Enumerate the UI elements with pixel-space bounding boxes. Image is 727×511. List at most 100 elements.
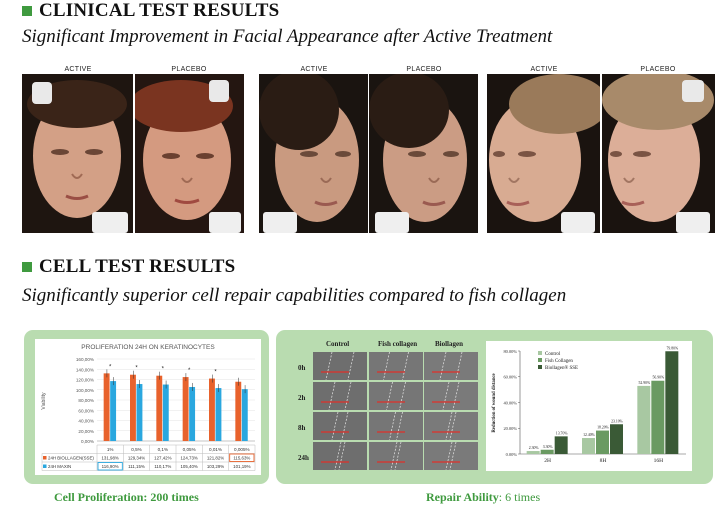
repair-caption: Repair Ability: 6 times [426, 490, 541, 504]
wound-edge [445, 412, 453, 440]
green-square-icon [22, 262, 32, 272]
grid-row-header: 2h [298, 394, 306, 402]
data-label: 23.10% [611, 419, 624, 423]
cell-background [313, 382, 367, 410]
clinical-subtitle: Significant Improvement in Facial Appear… [22, 26, 553, 47]
bar [103, 373, 110, 441]
wound-edge [402, 352, 409, 380]
data-label: 13.70% [556, 431, 569, 435]
data-label: 124,73% [180, 456, 197, 461]
y-axis-label: Viability [41, 392, 47, 410]
photo-label: PLACEBO [406, 66, 442, 73]
significance-marker: * [135, 366, 138, 372]
y-tick-label: 100,00% [76, 388, 94, 393]
data-label: 105,40% [180, 464, 197, 469]
grid-column-header: Control [326, 340, 350, 348]
wound-edge [344, 382, 352, 410]
cell-subtitle: Significantly superior cell repair capab… [22, 285, 567, 306]
cell-background [424, 352, 478, 380]
grid-column-header: Fish collagen [378, 340, 418, 348]
bar [526, 451, 540, 454]
legend-swatch [43, 456, 47, 460]
photo-label: ACTIVE [530, 66, 558, 73]
bar [136, 384, 143, 441]
data-label: 3.30% [543, 445, 554, 449]
y-tick-label: 140,00% [76, 367, 94, 372]
wound-edge [455, 352, 463, 380]
legend-label: Control [545, 352, 561, 357]
data-label: 121,82% [207, 456, 224, 461]
wound-edge [445, 442, 453, 470]
face-photo-placebo-1 [135, 74, 244, 233]
legend-swatch [538, 365, 542, 369]
wound-edge [386, 382, 393, 410]
data-label: 116,90% [102, 464, 119, 469]
cell-background [369, 412, 423, 440]
significance-marker: * [188, 368, 191, 374]
wound-edge [442, 382, 450, 410]
bar [540, 449, 554, 454]
proliferation-caption: Cell Proliferation: 200 times [54, 490, 199, 504]
wound-image [313, 382, 367, 410]
data-label: 110,17% [154, 464, 171, 469]
wound-image [313, 352, 367, 380]
bar [215, 388, 222, 441]
wound-edge [452, 382, 460, 410]
wound-edge [394, 442, 402, 470]
data-label: 111,15% [128, 464, 145, 469]
wound-image [369, 442, 423, 470]
face-photo-active-1 [22, 74, 133, 233]
y-tick-label: 0,00% [81, 439, 94, 444]
clinical-heading: CLINICAL TEST RESULTS [22, 0, 279, 22]
chart-title: PROLIFERATION 24H ON KERATINOCYTES [81, 344, 215, 351]
bar [665, 351, 679, 454]
legend-label: 24H BIOLLAGEN(SSE) [48, 456, 94, 461]
grid-row-header: 24h [298, 454, 309, 462]
y-tick-label: 0.00% [506, 452, 518, 457]
wound-edge [449, 412, 457, 440]
bar [209, 378, 215, 441]
x-tick-label: 0,05% [183, 447, 196, 452]
wound-image [369, 382, 423, 410]
data-label: 79.80% [666, 346, 679, 350]
data-label: 52.90% [638, 381, 651, 385]
face-photo-placebo-2 [369, 74, 478, 233]
data-label: 127,42% [154, 456, 171, 461]
x-tick-label: 0,005% [234, 447, 250, 452]
cell-background [424, 382, 478, 410]
y-tick-label: 80,00% [78, 398, 94, 403]
y-axis-label: Reduction of wound distance [492, 373, 497, 432]
cell-background [313, 352, 367, 380]
bar [651, 380, 665, 454]
x-tick-label: 1% [107, 447, 114, 452]
cell-background [369, 382, 423, 410]
legend-swatch [43, 464, 47, 468]
wound-edge [341, 412, 349, 440]
wound-edge [383, 352, 390, 380]
wound-edge [338, 442, 346, 470]
wound-edge [328, 382, 336, 410]
x-tick-label: 16H [654, 458, 664, 464]
y-tick-label: 20.00% [503, 426, 517, 431]
wound-image [424, 352, 478, 380]
wound-edge [396, 412, 403, 440]
photo-label: PLACEBO [640, 66, 676, 73]
data-label: 103,29% [207, 464, 224, 469]
data-label: 101,19% [233, 464, 250, 469]
wound-image [424, 382, 478, 410]
data-label: 115,63% [233, 456, 250, 461]
y-tick-label: 60,00% [78, 408, 94, 413]
green-square-icon [22, 6, 32, 16]
bar [582, 438, 595, 454]
bar [156, 375, 163, 441]
y-tick-label: 60.00% [503, 375, 517, 380]
wound-edge [449, 442, 457, 470]
data-label: 18.20% [597, 426, 610, 430]
face-photo-placebo-3 [602, 74, 715, 233]
wound-edge [399, 382, 406, 410]
bar [189, 386, 196, 441]
wound-image [313, 442, 367, 470]
wound-image [424, 412, 478, 440]
wound-edge [331, 412, 339, 440]
x-tick-label: 0,01% [209, 447, 222, 452]
